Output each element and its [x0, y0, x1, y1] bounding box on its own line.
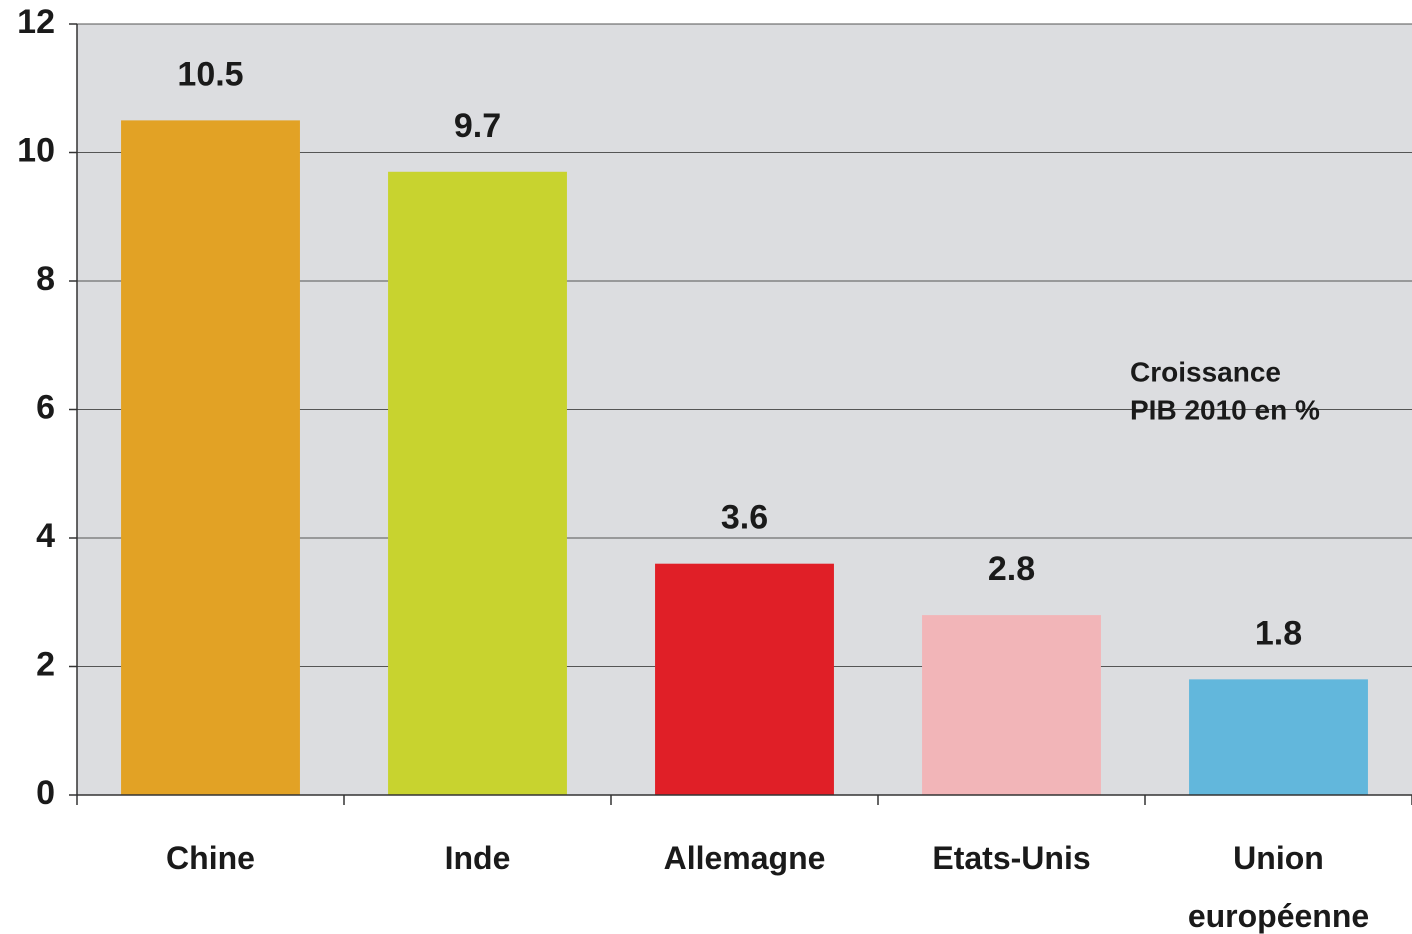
- x-tick-label: Inde: [444, 840, 511, 876]
- bar: [655, 563, 834, 795]
- value-label: 10.5: [177, 55, 243, 93]
- y-tick-label: 0: [36, 774, 55, 812]
- y-tick-label: 6: [36, 388, 55, 426]
- value-label: 1.8: [1255, 614, 1302, 652]
- annotation: Croissance: [1130, 356, 1281, 387]
- value-label: 3.6: [721, 499, 768, 537]
- x-tick-label: Allemagne: [663, 840, 826, 876]
- y-tick-label: 12: [17, 3, 55, 41]
- bar: [1189, 679, 1368, 795]
- y-tick-label: 4: [36, 517, 55, 555]
- y-tick-label: 8: [36, 260, 55, 298]
- bar: [922, 615, 1101, 795]
- x-tick-label: Chine: [166, 840, 255, 876]
- value-label: 2.8: [988, 550, 1035, 588]
- x-tick-label: Etats-Unis: [932, 840, 1091, 876]
- bar: [121, 120, 300, 795]
- x-tick-label: Union européenne: [1187, 840, 1370, 934]
- annotation: PIB 2010 en %: [1130, 394, 1320, 425]
- value-label: 9.7: [454, 107, 501, 145]
- y-tick-label: 2: [36, 645, 55, 683]
- bar: [388, 171, 567, 795]
- y-tick-label: 10: [17, 131, 55, 169]
